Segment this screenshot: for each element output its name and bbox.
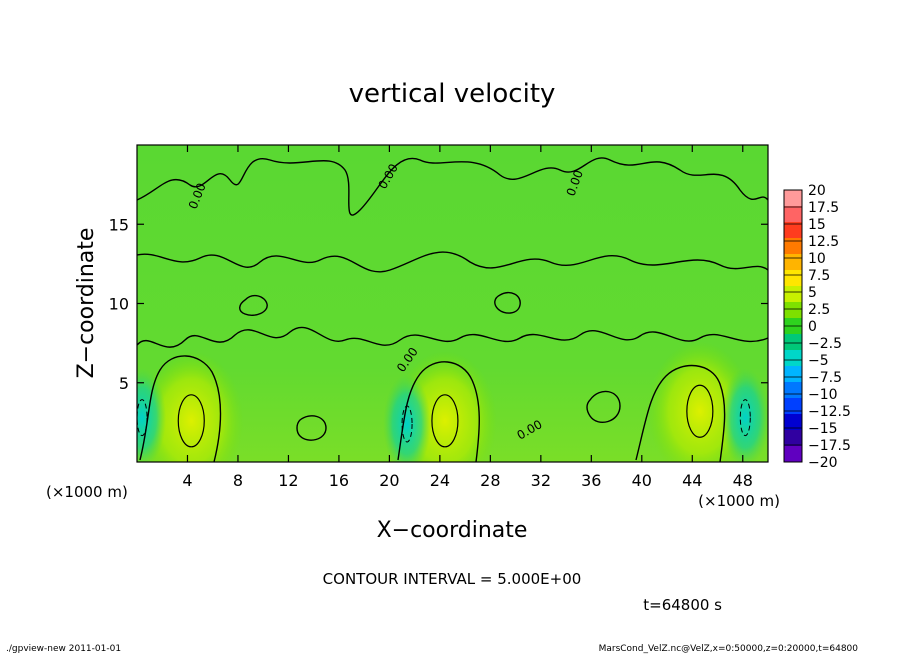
contour-small-1 — [239, 294, 268, 316]
source-label: MarsCond_VelZ.nc@VelZ,x=0:50000,z=0:2000… — [599, 644, 859, 654]
contour-plume-left — [139, 355, 222, 462]
contour-plume-center — [397, 361, 480, 462]
colorbar-swatch-14 — [784, 398, 802, 415]
cool-cell-contour-1 — [137, 399, 148, 437]
colorbar-swatch-2 — [784, 206, 802, 223]
colorbar-label-2: 17.5 — [808, 200, 839, 216]
contour-zero-middle — [137, 251, 768, 273]
y-tick-label-1: 5 — [119, 374, 129, 393]
positive-contours — [177, 384, 714, 448]
negative-contours — [137, 399, 751, 443]
x-tick-label-10: 40 — [632, 471, 652, 490]
x-tick-label-8: 32 — [531, 471, 551, 490]
time-label: t=64800 s — [643, 596, 722, 614]
chart-title: vertical velocity — [349, 79, 556, 109]
colorbar-label-8: 2.5 — [808, 302, 830, 318]
contour-lines — [137, 157, 768, 462]
x-tick-label-12: 48 — [733, 471, 753, 490]
y-axis: 5 10 15 — [109, 215, 768, 393]
x-unit-right: (×1000 m) — [698, 492, 780, 510]
contour-interval: CONTOUR INTERVAL = 5.000E+00 — [323, 570, 582, 588]
contour-zero-lower — [137, 326, 768, 348]
x-tick-label-4: 16 — [329, 471, 349, 490]
colorbar-label-1: 20 — [808, 183, 826, 199]
x-tick-label-11: 44 — [682, 471, 702, 490]
colorbar-swatch-13 — [784, 382, 802, 399]
cool-cell-3 — [721, 367, 768, 462]
warm-cell-contour-3 — [686, 384, 714, 438]
colorbar: 2017.51512.5107.552.50−2.5−5−7.5−10−12.5… — [783, 183, 851, 471]
colorbar-swatch-6 — [784, 270, 802, 287]
colorbar-swatch-1 — [784, 190, 802, 207]
cool-cell-contour-2 — [401, 405, 413, 443]
colorbar-label-3: 15 — [808, 217, 826, 233]
warm-cell-contour-2 — [431, 394, 459, 448]
colorbar-label-16: −17.5 — [808, 438, 851, 454]
colorbar-swatch-10 — [784, 334, 802, 351]
x-tick-label-9: 36 — [581, 471, 601, 490]
colorbar-label-7: 5 — [808, 285, 817, 301]
cool-cell-2 — [383, 373, 432, 462]
colorbar-label-13: −10 — [808, 387, 838, 403]
plot-area: 0.000.000.000.000.00 — [137, 145, 768, 462]
cool-cell-contour-3 — [739, 399, 751, 437]
x-axis: 4 8 12 16 20 24 28 32 36 40 44 48 — [182, 145, 753, 490]
colorbar-label-9: 0 — [808, 319, 817, 335]
contour-small-3 — [586, 390, 621, 424]
colorbar-swatch-3 — [784, 222, 802, 239]
x-tick-label-6: 24 — [430, 471, 450, 490]
colorbar-label-12: −7.5 — [808, 370, 842, 386]
contour-zero-upper — [137, 157, 768, 216]
x-tick-label-3: 12 — [278, 471, 298, 490]
colorbar-label-10: −2.5 — [808, 336, 842, 352]
colorbar-label-5: 10 — [808, 251, 826, 267]
colorbar-swatch-15 — [784, 414, 802, 431]
y-tick-label-3: 15 — [109, 215, 129, 234]
program-label: ./gpview-new 2011-01-01 — [6, 644, 121, 654]
colorbar-label-17: −20 — [808, 455, 838, 471]
colorbar-swatch-4 — [784, 238, 802, 255]
x-axis-label: X−coordinate — [377, 518, 528, 543]
colorbar-swatch-8 — [784, 302, 802, 319]
colorbar-swatch-11 — [784, 350, 802, 367]
contour-plume-right — [635, 364, 726, 462]
colorbar-label-4: 12.5 — [808, 234, 839, 250]
colorbar-swatch-12 — [784, 366, 802, 383]
y-tick-label-2: 10 — [109, 295, 129, 314]
contour-small-4 — [296, 415, 327, 441]
x-tick-label-5: 20 — [379, 471, 399, 490]
colorbar-label-14: −12.5 — [808, 404, 851, 420]
x-tick-label-2: 8 — [233, 471, 243, 490]
colorbar-label-15: −15 — [808, 421, 838, 437]
colorbar-label-6: 7.5 — [808, 268, 830, 284]
colorbar-swatch-7 — [784, 286, 802, 303]
warm-cell-1 — [139, 350, 244, 462]
y-axis-label: Z−coordinate — [74, 228, 99, 379]
x-tick-label-1: 4 — [182, 471, 192, 490]
warm-cell-contour-1 — [177, 394, 205, 448]
colorbar-swatch-16 — [784, 430, 802, 447]
colorbar-swatch-17 — [784, 446, 802, 463]
colorbar-label-11: −5 — [808, 353, 829, 369]
colorbar-swatch-5 — [784, 254, 802, 271]
contour-small-2 — [494, 291, 521, 314]
x-tick-label-7: 28 — [480, 471, 500, 490]
x-unit-left: (×1000 m) — [46, 483, 128, 501]
